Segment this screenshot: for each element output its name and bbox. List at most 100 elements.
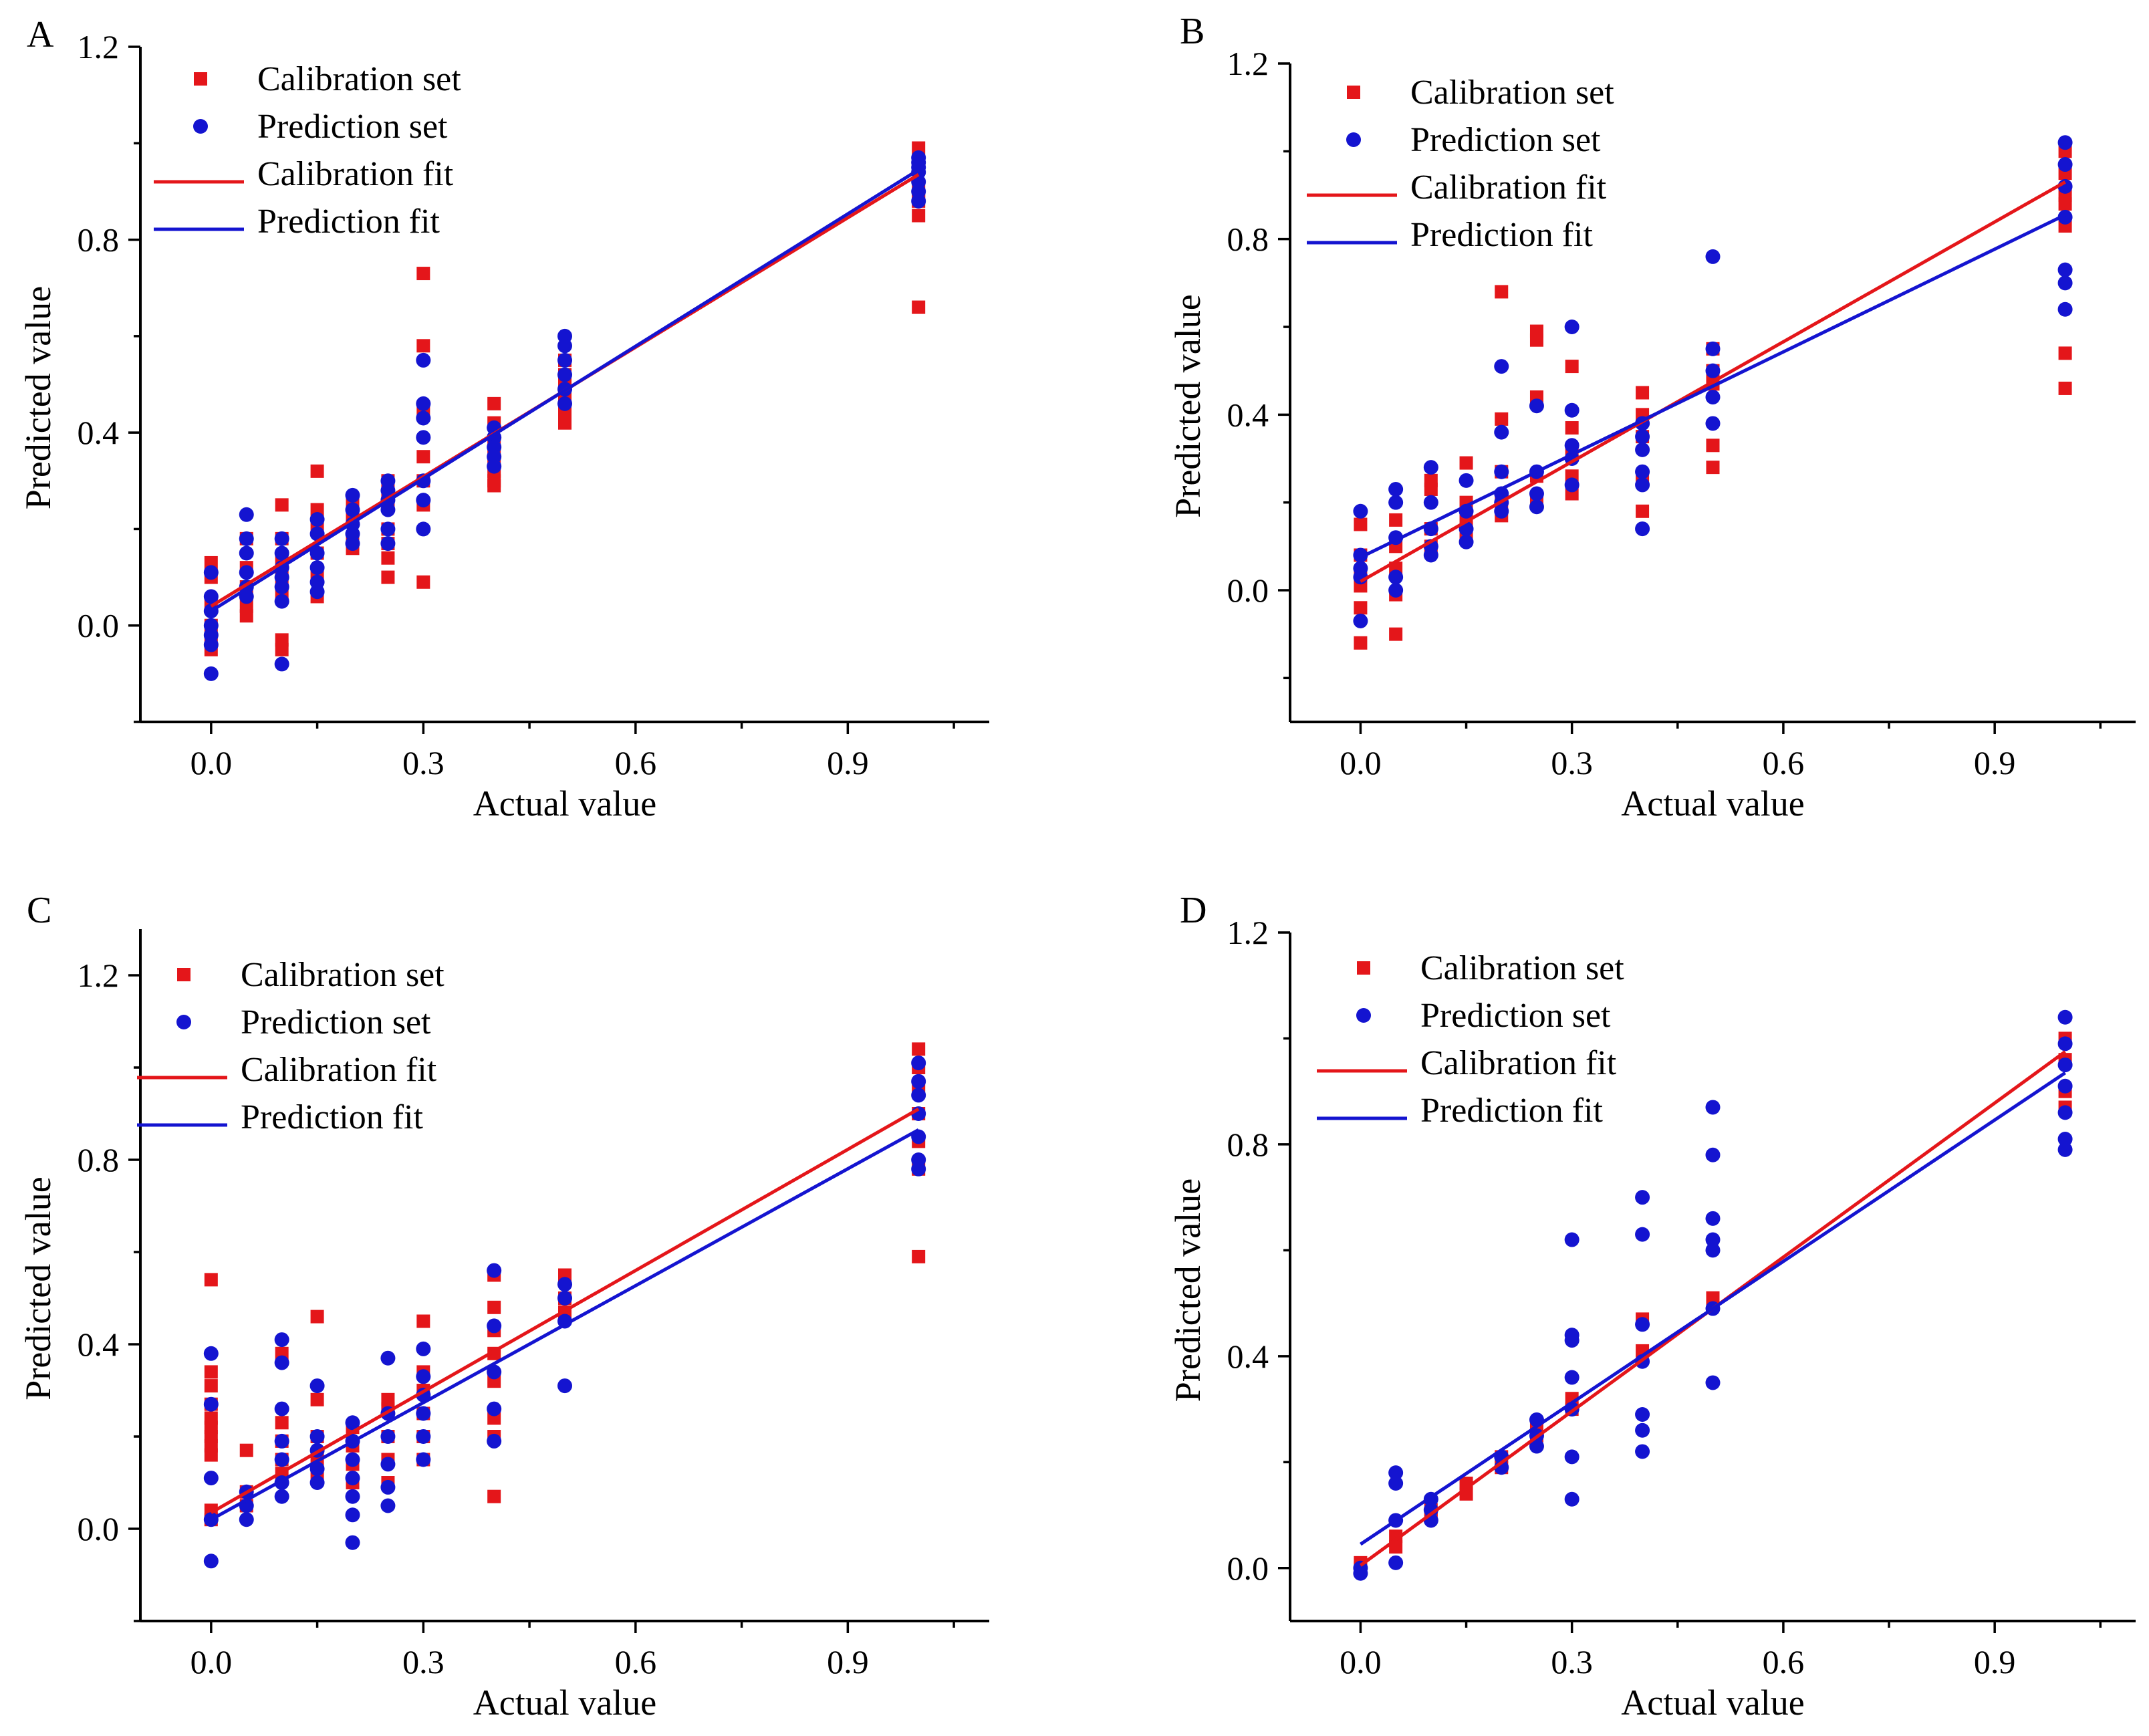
x-tick-label-a: 0.3 bbox=[402, 744, 445, 781]
prediction-point bbox=[416, 493, 431, 508]
x-tick-label-c: 0.9 bbox=[827, 1643, 869, 1681]
prediction-point bbox=[1494, 359, 1509, 374]
prediction-point bbox=[239, 507, 254, 522]
prediction-point bbox=[380, 1479, 396, 1495]
prediction-point bbox=[1423, 460, 1438, 475]
y-tick-label-d: 1.2 bbox=[1227, 914, 1269, 951]
legend-label: Prediction fit bbox=[1410, 216, 1594, 254]
y-axis-title-c: Predicted value bbox=[18, 1176, 58, 1400]
x-tick-label-d: 0.3 bbox=[1551, 1643, 1593, 1681]
prediction-point bbox=[557, 338, 572, 354]
calibration-point bbox=[310, 1392, 324, 1406]
prediction-point bbox=[203, 565, 219, 580]
x-tick-label-d: 0.6 bbox=[1763, 1643, 1805, 1681]
legend-a: Calibration set Prediction set Calibration… bbox=[154, 60, 461, 241]
prediction-point bbox=[1635, 1422, 1650, 1438]
prediction-point bbox=[203, 1346, 219, 1361]
y-tick-label-b: 1.2 bbox=[1227, 45, 1269, 82]
prediction-point bbox=[416, 352, 431, 368]
prediction-point bbox=[1705, 1232, 1721, 1247]
prediction-point bbox=[1635, 477, 1650, 493]
legend-marker-prediction-set bbox=[176, 1015, 191, 1029]
legend-marker-prediction-set bbox=[193, 119, 208, 134]
x-tick-label-a: 0.9 bbox=[827, 744, 869, 781]
prediction-point bbox=[345, 487, 360, 503]
x-tick-label-a: 0.6 bbox=[615, 744, 657, 781]
prediction-point bbox=[345, 1507, 360, 1523]
prediction-point bbox=[1529, 486, 1544, 501]
prediction-point bbox=[2057, 1132, 2073, 1146]
prediction-point bbox=[380, 536, 396, 551]
legend-marker-calibration-set bbox=[194, 72, 207, 86]
calibration-point bbox=[204, 1448, 218, 1462]
legend-label: Prediction set bbox=[1420, 997, 1611, 1035]
calibration-point bbox=[1495, 412, 1509, 426]
y-tick-label-b: 0.4 bbox=[1227, 396, 1269, 433]
x-axis-title-b: Actual value bbox=[1621, 783, 1804, 824]
prediction-point bbox=[274, 545, 289, 561]
prediction-point bbox=[274, 580, 289, 594]
prediction-point bbox=[487, 1433, 502, 1449]
prediction-point bbox=[380, 521, 396, 537]
prediction-fit-line-a bbox=[210, 168, 920, 613]
prediction-point bbox=[1459, 534, 1474, 549]
prediction-point bbox=[345, 1535, 360, 1550]
prediction-point bbox=[274, 656, 289, 672]
calibration-point bbox=[275, 498, 289, 512]
prediction-point bbox=[416, 410, 431, 426]
calibration-point bbox=[1706, 439, 1720, 453]
calibration-point bbox=[239, 1443, 253, 1457]
calibration-point bbox=[204, 1379, 218, 1393]
legend-label: Prediction set bbox=[1410, 121, 1601, 159]
y-tick-label-c: 0.4 bbox=[78, 1326, 120, 1363]
prediction-point bbox=[911, 193, 926, 209]
calibration-point bbox=[1354, 636, 1368, 650]
calibration-point bbox=[1354, 517, 1368, 531]
prediction-point bbox=[1564, 402, 1579, 418]
prediction-point bbox=[1423, 495, 1438, 510]
prediction-point bbox=[1388, 583, 1404, 598]
legend-label: Prediction fit bbox=[241, 1098, 424, 1136]
prediction-point bbox=[1635, 442, 1650, 457]
calibration-point bbox=[1495, 285, 1509, 299]
x-tick-label-b: 0.6 bbox=[1763, 744, 1805, 781]
panel-letter-d: D bbox=[1180, 890, 1207, 931]
prediction-point bbox=[1564, 1232, 1579, 1247]
prediction-point bbox=[345, 1471, 360, 1486]
prediction-point bbox=[203, 589, 219, 604]
prediction-point bbox=[2057, 157, 2073, 172]
prediction-point bbox=[309, 512, 325, 527]
prediction-point bbox=[1564, 320, 1579, 334]
calibration-point bbox=[1565, 360, 1579, 374]
x-tick-label-d: 0.0 bbox=[1340, 1643, 1382, 1681]
prediction-point bbox=[1705, 1211, 1721, 1226]
series-prediction-set-d bbox=[1353, 1009, 2073, 1581]
calibration-point bbox=[487, 1489, 501, 1503]
prediction-point bbox=[1705, 249, 1721, 264]
calibration-point bbox=[912, 300, 926, 314]
prediction-point bbox=[203, 666, 219, 681]
prediction-point bbox=[274, 1332, 289, 1348]
calibration-point bbox=[1565, 421, 1579, 435]
prediction-point bbox=[416, 1341, 431, 1356]
prediction-point bbox=[1564, 477, 1579, 493]
prediction-point bbox=[911, 1088, 926, 1103]
prediction-point bbox=[2057, 1078, 2073, 1094]
prediction-point bbox=[487, 1263, 502, 1278]
prediction-point bbox=[1705, 1243, 1721, 1258]
prediction-point bbox=[2057, 1058, 2073, 1073]
calibration-point bbox=[239, 609, 253, 623]
x-tick-label-a: 0.0 bbox=[191, 744, 233, 781]
prediction-point bbox=[1388, 1476, 1404, 1491]
y-tick-label-a: 0.8 bbox=[78, 221, 120, 259]
prediction-point bbox=[416, 521, 431, 537]
prediction-point bbox=[557, 1378, 572, 1394]
prediction-point bbox=[203, 1554, 219, 1569]
prediction-point bbox=[2057, 1036, 2073, 1051]
prediction-point bbox=[2057, 1009, 2073, 1025]
prediction-point bbox=[1388, 495, 1404, 510]
prediction-point bbox=[1635, 464, 1650, 479]
prediction-point bbox=[203, 637, 219, 652]
x-tick-label-c: 0.3 bbox=[402, 1643, 445, 1681]
calibration-point bbox=[2058, 197, 2072, 211]
